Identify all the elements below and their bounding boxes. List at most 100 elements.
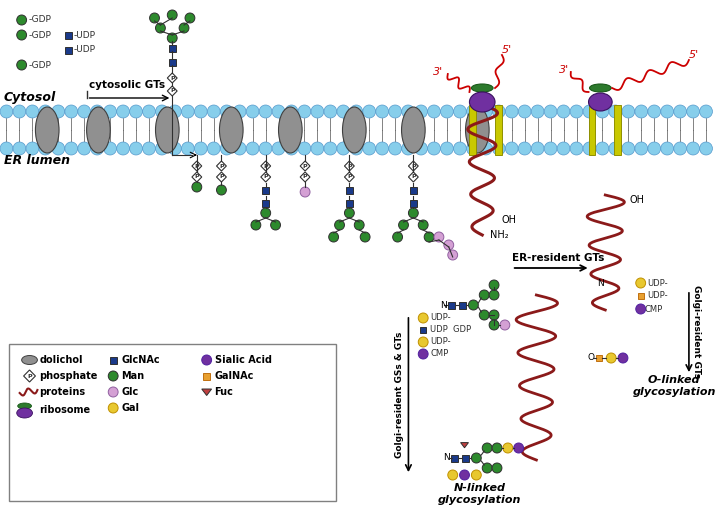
Circle shape <box>402 105 414 118</box>
Text: 5': 5' <box>502 45 512 55</box>
Circle shape <box>415 142 427 155</box>
Circle shape <box>109 387 118 397</box>
Text: P: P <box>219 174 224 179</box>
Ellipse shape <box>22 356 38 364</box>
Polygon shape <box>192 172 202 182</box>
Circle shape <box>17 15 27 25</box>
Circle shape <box>635 142 648 155</box>
Text: N: N <box>597 279 604 287</box>
Circle shape <box>466 105 479 118</box>
Circle shape <box>500 320 510 330</box>
Circle shape <box>544 105 557 118</box>
Circle shape <box>350 105 363 118</box>
Bar <box>203 373 210 379</box>
Text: glycosylation: glycosylation <box>633 387 716 397</box>
Circle shape <box>195 105 207 118</box>
Circle shape <box>179 23 189 33</box>
Circle shape <box>117 142 130 155</box>
Circle shape <box>609 142 622 155</box>
Circle shape <box>492 463 502 473</box>
Circle shape <box>492 105 505 118</box>
Polygon shape <box>460 443 468 448</box>
Circle shape <box>531 105 544 118</box>
Ellipse shape <box>589 84 611 92</box>
Circle shape <box>220 105 233 118</box>
Ellipse shape <box>471 84 493 92</box>
Circle shape <box>479 105 492 118</box>
Circle shape <box>618 353 628 363</box>
Circle shape <box>361 232 370 242</box>
Circle shape <box>272 142 285 155</box>
Ellipse shape <box>17 403 31 409</box>
Circle shape <box>185 13 195 23</box>
Circle shape <box>130 142 143 155</box>
Text: P: P <box>28 374 32 378</box>
Circle shape <box>418 313 428 323</box>
FancyBboxPatch shape <box>9 344 336 501</box>
Bar <box>495 105 502 155</box>
Circle shape <box>609 105 622 118</box>
Text: OH: OH <box>502 215 517 225</box>
Circle shape <box>674 142 686 155</box>
Circle shape <box>334 220 345 230</box>
Circle shape <box>246 142 259 155</box>
Circle shape <box>570 105 583 118</box>
Polygon shape <box>408 161 418 171</box>
Circle shape <box>90 142 104 155</box>
Bar <box>262 199 269 207</box>
Text: cytosolic GTs: cytosolic GTs <box>88 80 164 90</box>
Circle shape <box>169 105 181 118</box>
Circle shape <box>337 142 350 155</box>
Text: P: P <box>411 163 416 169</box>
Text: UDP-: UDP- <box>647 291 668 301</box>
Circle shape <box>324 105 337 118</box>
Circle shape <box>117 105 130 118</box>
Circle shape <box>471 453 481 463</box>
Circle shape <box>489 290 499 300</box>
Polygon shape <box>167 86 177 96</box>
Polygon shape <box>300 161 310 171</box>
Circle shape <box>300 187 310 197</box>
Ellipse shape <box>17 408 33 418</box>
Circle shape <box>389 142 402 155</box>
Circle shape <box>261 208 271 218</box>
Circle shape <box>363 105 376 118</box>
Circle shape <box>648 105 660 118</box>
Circle shape <box>596 142 609 155</box>
Ellipse shape <box>35 107 59 153</box>
Circle shape <box>0 142 13 155</box>
Circle shape <box>466 142 479 155</box>
Circle shape <box>143 142 156 155</box>
Circle shape <box>479 142 492 155</box>
Circle shape <box>354 220 364 230</box>
Polygon shape <box>345 161 354 171</box>
Circle shape <box>518 105 531 118</box>
Polygon shape <box>192 161 202 171</box>
Circle shape <box>444 240 454 250</box>
Text: UDP  GDP: UDP GDP <box>430 325 471 335</box>
Circle shape <box>363 142 376 155</box>
Polygon shape <box>300 172 310 182</box>
Circle shape <box>479 310 489 320</box>
Circle shape <box>441 105 453 118</box>
Circle shape <box>156 142 169 155</box>
Bar <box>410 187 417 193</box>
Text: glycosylation: glycosylation <box>437 495 521 505</box>
Text: P: P <box>195 163 199 169</box>
Bar <box>346 199 353 207</box>
Text: P: P <box>170 88 174 94</box>
Text: O-linked: O-linked <box>648 375 700 385</box>
Bar <box>459 302 466 308</box>
Polygon shape <box>24 370 35 382</box>
Bar <box>469 105 476 155</box>
Circle shape <box>220 142 233 155</box>
Text: UDP-: UDP- <box>430 314 451 322</box>
Text: 5': 5' <box>689 50 699 60</box>
Circle shape <box>104 105 117 118</box>
Circle shape <box>90 105 104 118</box>
Text: -GDP: -GDP <box>28 30 51 40</box>
Text: P: P <box>219 163 224 169</box>
Ellipse shape <box>279 107 302 153</box>
Circle shape <box>167 33 177 43</box>
Circle shape <box>13 142 26 155</box>
